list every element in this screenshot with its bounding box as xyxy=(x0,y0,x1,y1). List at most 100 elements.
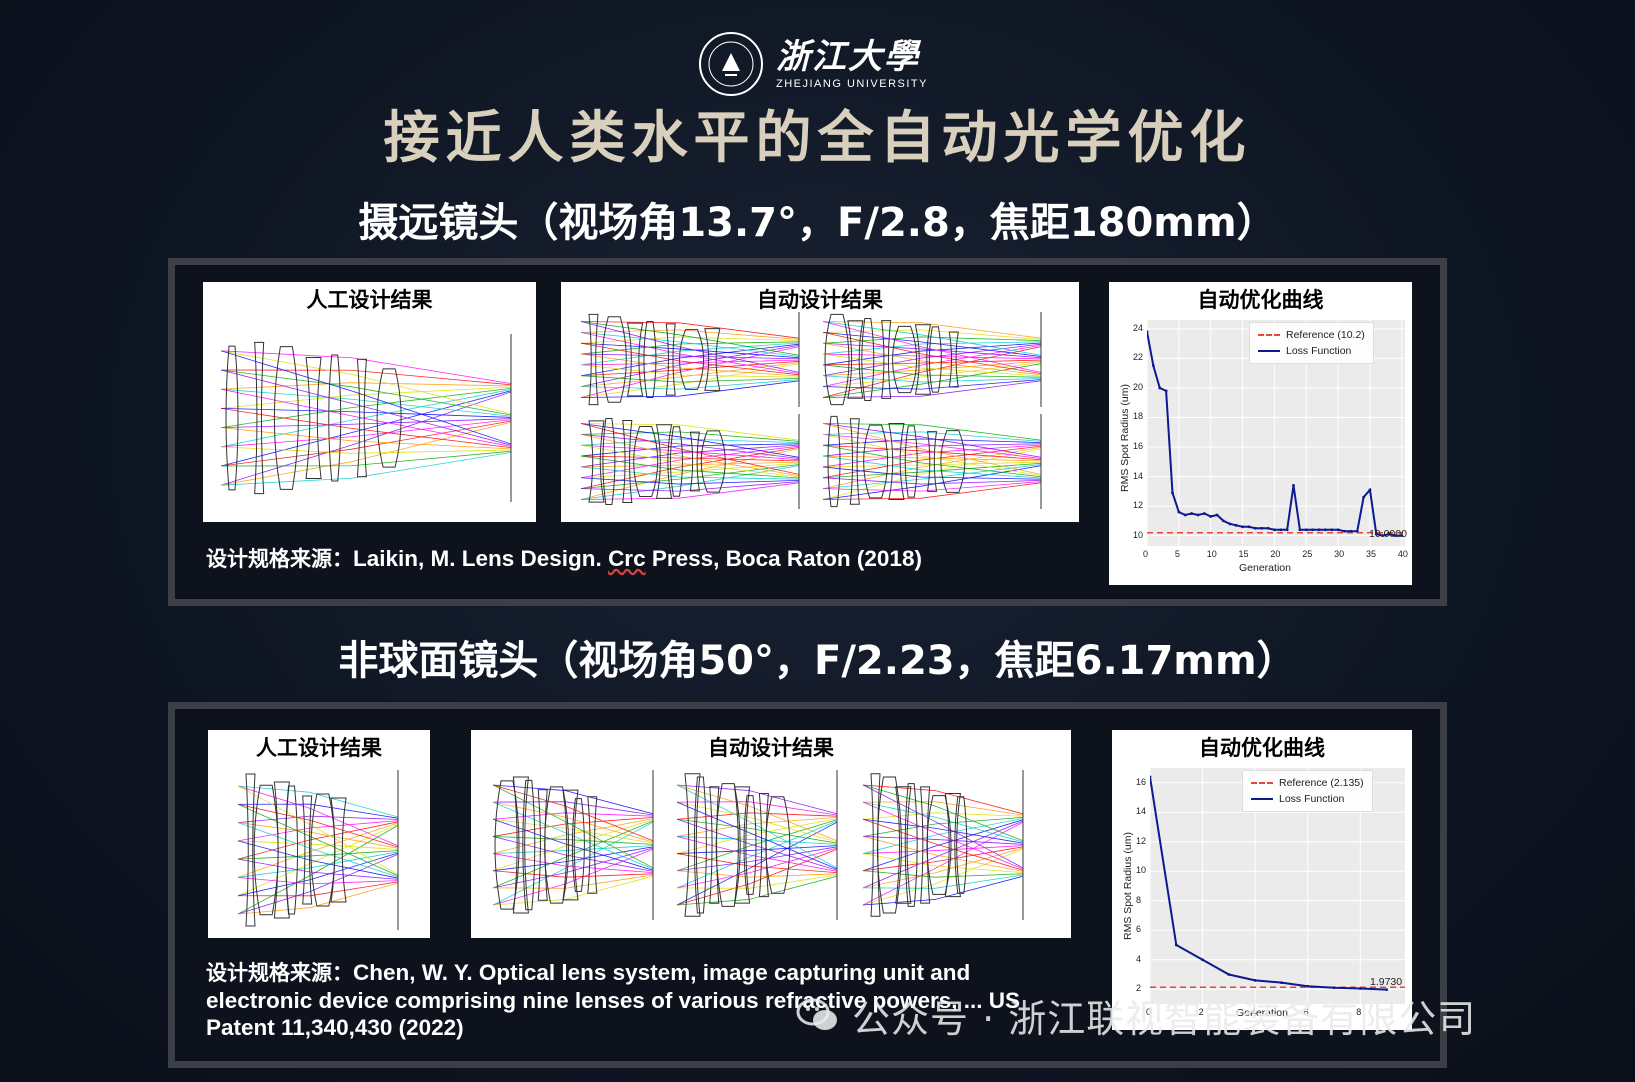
light-ray xyxy=(237,850,399,860)
data-point xyxy=(1222,519,1225,523)
light-ray xyxy=(676,819,838,872)
curve-caption: 自动优化曲线 xyxy=(1199,736,1325,760)
light-ray xyxy=(580,461,800,468)
light-ray xyxy=(862,818,1024,871)
lens-element xyxy=(895,786,912,904)
lens-element xyxy=(601,316,627,403)
light-ray xyxy=(676,801,838,870)
lens-group xyxy=(580,312,800,407)
light-ray xyxy=(862,836,1024,872)
light-ray xyxy=(822,455,1042,462)
light-ray xyxy=(862,853,1024,873)
x-tick-label: 15 xyxy=(1238,549,1249,559)
light-ray xyxy=(237,785,399,847)
light-ray xyxy=(862,848,1024,906)
light-ray xyxy=(822,341,1042,355)
light-ray xyxy=(220,427,512,450)
light-ray xyxy=(822,481,1042,492)
light-ray xyxy=(862,784,1024,842)
data-point xyxy=(1174,943,1178,947)
lens-element xyxy=(940,430,966,493)
light-ray xyxy=(822,438,1042,446)
data-point xyxy=(1260,526,1264,530)
light-ray xyxy=(220,418,512,428)
lens-element xyxy=(587,796,598,894)
light-ray xyxy=(822,444,1042,478)
light-ray xyxy=(822,444,1042,461)
light-ray xyxy=(676,847,838,889)
light-ray xyxy=(220,419,512,448)
light-ray xyxy=(220,369,512,416)
light-ray xyxy=(822,464,1042,490)
light-ray xyxy=(220,382,512,390)
light-ray xyxy=(220,388,512,417)
light-ray xyxy=(822,353,1042,377)
light-ray xyxy=(822,336,1042,344)
data-point xyxy=(1227,973,1231,976)
y-tick-label: 6 xyxy=(1136,924,1142,935)
lens-element xyxy=(494,780,520,910)
light-ray xyxy=(580,443,800,457)
lens-element xyxy=(876,776,902,914)
light-ray xyxy=(220,391,512,486)
light-ray xyxy=(580,331,800,357)
section1-source: 设计规格来源：Laikin, M. Lens Design. Crc Press… xyxy=(206,545,922,573)
curve-caption: 自动优化曲线 xyxy=(1197,288,1324,312)
light-ray xyxy=(822,423,1042,475)
lens-element xyxy=(330,797,347,903)
lens-element xyxy=(562,789,579,901)
lens-element xyxy=(715,783,741,907)
lens-element xyxy=(926,431,938,492)
light-ray xyxy=(580,329,800,340)
lens-element xyxy=(704,328,721,391)
light-ray xyxy=(580,345,800,388)
light-ray xyxy=(822,431,1042,442)
data-point xyxy=(1317,528,1321,532)
section2-manual-image: 人工设计结果 xyxy=(208,730,430,938)
light-ray xyxy=(822,359,1042,366)
lens-element xyxy=(665,323,676,396)
lens-element xyxy=(743,795,757,895)
auto-caption: 自动设计结果 xyxy=(757,288,883,312)
lens-element xyxy=(376,368,402,468)
light-ray xyxy=(237,853,399,915)
y-tick-label: 8 xyxy=(1136,894,1142,905)
data-point xyxy=(1336,528,1340,532)
data-point xyxy=(1298,528,1302,532)
data-point xyxy=(1241,525,1244,529)
y-tick-label: 24 xyxy=(1133,322,1144,333)
light-ray xyxy=(676,820,838,889)
light-ray xyxy=(862,836,1024,845)
light-ray xyxy=(822,375,1042,383)
light-ray xyxy=(676,870,838,878)
data-point xyxy=(1332,986,1336,990)
data-point xyxy=(1343,529,1346,533)
light-ray xyxy=(220,350,512,415)
y-tick-label: 10 xyxy=(1136,865,1147,876)
lens-element xyxy=(588,313,599,406)
x-tick-label: 2 xyxy=(1198,1007,1204,1017)
data-point xyxy=(1234,523,1238,527)
data-point xyxy=(1381,534,1385,538)
light-ray xyxy=(580,321,800,339)
y-tick-label: 16 xyxy=(1136,776,1147,787)
lens-element xyxy=(253,784,279,916)
x-tick-label: 0 xyxy=(1143,549,1149,559)
light-ray xyxy=(580,353,800,360)
section1-auto-image: 自动设计结果 xyxy=(561,282,1079,522)
data-point xyxy=(1358,987,1362,990)
manual-caption: 人工设计结果 xyxy=(306,288,433,312)
y-tick-label: 4 xyxy=(1136,953,1142,964)
light-ray xyxy=(862,818,1024,854)
light-ray xyxy=(822,447,1042,490)
light-ray xyxy=(822,444,1042,468)
x-tick-label: 20 xyxy=(1270,549,1281,559)
light-ray xyxy=(580,477,800,485)
light-ray xyxy=(237,822,399,878)
lens-element xyxy=(622,420,633,503)
data-point xyxy=(1253,526,1257,530)
light-ray xyxy=(580,423,800,441)
light-ray xyxy=(220,389,512,448)
lens-element xyxy=(758,792,769,898)
lens-element xyxy=(254,341,265,495)
